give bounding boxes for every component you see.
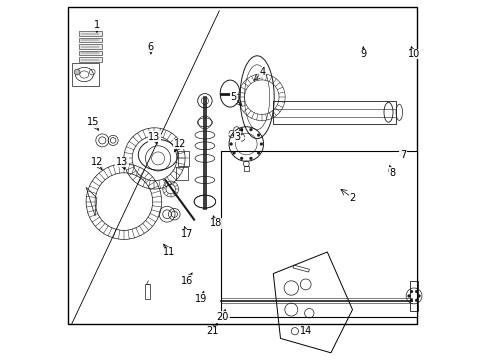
Text: 10: 10 — [407, 49, 419, 59]
Circle shape — [240, 157, 243, 160]
Text: 9: 9 — [360, 49, 366, 59]
Bar — [79, 31, 102, 36]
Bar — [79, 51, 102, 55]
Bar — [72, 63, 99, 86]
Circle shape — [229, 143, 232, 145]
Circle shape — [232, 134, 235, 136]
Text: 12: 12 — [91, 157, 103, 167]
Text: 18: 18 — [209, 218, 222, 228]
Bar — [292, 265, 309, 272]
Text: 19: 19 — [195, 294, 207, 304]
Bar — [79, 44, 102, 49]
Circle shape — [414, 290, 417, 293]
Text: 5: 5 — [230, 92, 236, 102]
Text: 20: 20 — [216, 312, 228, 322]
Bar — [221, 151, 416, 317]
Circle shape — [232, 152, 235, 154]
Bar — [79, 38, 102, 42]
Circle shape — [249, 128, 252, 131]
Text: 12: 12 — [173, 139, 185, 149]
Text: 14: 14 — [299, 326, 311, 336]
Bar — [244, 166, 248, 171]
Circle shape — [407, 294, 409, 297]
Text: 8: 8 — [388, 168, 394, 178]
Circle shape — [257, 152, 260, 154]
Text: 2: 2 — [348, 193, 355, 203]
Circle shape — [74, 69, 80, 75]
Text: 3: 3 — [234, 132, 240, 142]
Text: 21: 21 — [205, 326, 218, 336]
Text: 4: 4 — [259, 67, 265, 77]
Text: 7: 7 — [399, 150, 405, 160]
Text: 6: 6 — [147, 42, 154, 52]
Text: 17: 17 — [181, 229, 193, 239]
Circle shape — [414, 299, 417, 302]
Bar — [68, 7, 416, 324]
Bar — [79, 57, 102, 62]
Circle shape — [409, 299, 412, 302]
Text: 11: 11 — [163, 247, 175, 257]
Text: 13: 13 — [148, 132, 160, 142]
Circle shape — [417, 294, 420, 297]
Circle shape — [249, 157, 252, 160]
Text: 13: 13 — [116, 157, 128, 167]
Bar — [409, 281, 417, 311]
Text: 16: 16 — [181, 276, 193, 286]
Circle shape — [409, 290, 412, 293]
Bar — [178, 151, 188, 166]
Text: 15: 15 — [87, 117, 99, 127]
Circle shape — [240, 128, 243, 131]
Circle shape — [260, 143, 263, 145]
Circle shape — [257, 134, 260, 136]
Bar — [176, 167, 187, 180]
Bar — [273, 101, 395, 124]
Text: 1: 1 — [94, 20, 100, 30]
